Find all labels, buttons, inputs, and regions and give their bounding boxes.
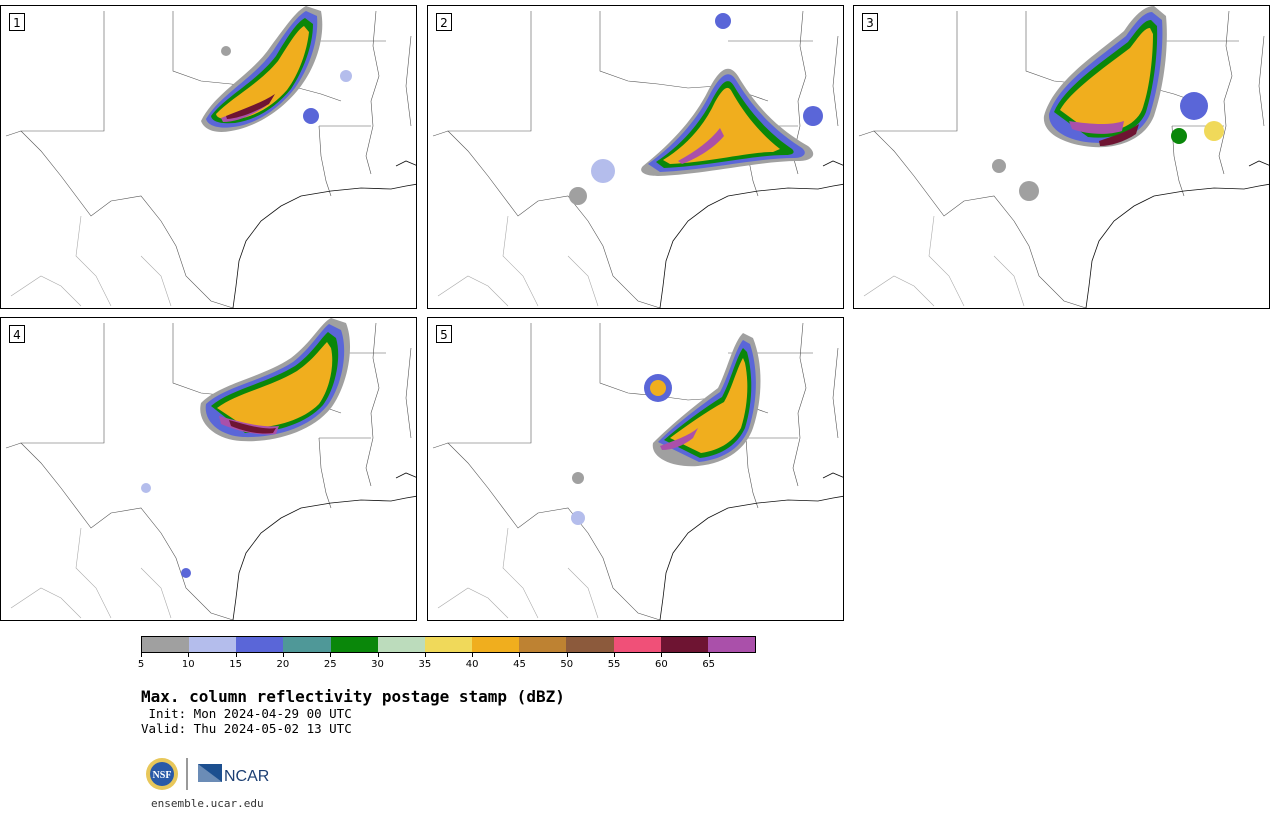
init-time: Init: Mon 2024-04-29 00 UTC: [141, 706, 352, 721]
colorbar-tick-mark: [519, 653, 521, 657]
reflectivity-area: [201, 6, 352, 132]
nsf-logo-text: NSF: [153, 770, 172, 781]
colorbar-swatch: [142, 637, 190, 652]
colorbar-tick-label: 50: [560, 659, 574, 670]
map-panel-3: [858, 6, 1269, 308]
reflectivity-colorbar: [141, 636, 756, 653]
panel-number-1: 1: [9, 13, 25, 31]
colorbar-tick-mark: [472, 653, 474, 657]
colorbar-tick-mark: [330, 653, 332, 657]
colorbar-swatch: [707, 637, 756, 652]
colorbar-tick-mark: [424, 653, 426, 657]
panel-number-3: 3: [862, 13, 878, 31]
colorbar-swatch: [566, 637, 614, 652]
logos: NSF NCAR: [144, 756, 274, 792]
colorbar-tick-mark: [377, 653, 379, 657]
colorbar-tick-label: 55: [607, 659, 621, 670]
colorbar-tick-label: 60: [655, 659, 668, 670]
colorbar-tick-label: 30: [371, 659, 384, 670]
colorbar-tick-mark: [661, 653, 663, 657]
colorbar-tick-label: 20: [276, 659, 290, 670]
colorbar-tick-label: 65: [702, 659, 716, 670]
colorbar-tick-label: 5: [137, 659, 145, 670]
colorbar-swatch: [377, 637, 425, 652]
map-panel-5: [432, 322, 843, 620]
reflectivity-area: [571, 333, 761, 525]
ncar-logo: NCAR: [198, 764, 269, 785]
colorbar-swatch: [472, 637, 520, 652]
map-panel-4: [5, 318, 416, 620]
reflectivity-area: [569, 13, 823, 205]
colorbar-tick-label: 40: [465, 659, 479, 670]
forecast-panel-4: 4: [0, 317, 417, 621]
colorbar-tick-mark: [141, 653, 142, 657]
forecast-panel-2: 2: [427, 5, 844, 309]
website-url: ensemble.ucar.edu: [151, 797, 264, 810]
colorbar-tick-label: 25: [323, 659, 337, 670]
colorbar-swatch: [236, 637, 284, 652]
colorbar-tick-label: 35: [418, 659, 432, 670]
forecast-panel-5: 5: [427, 317, 844, 621]
colorbar-tick-mark: [614, 653, 616, 657]
panel-number-5: 5: [436, 325, 452, 343]
ncar-logo-text: NCAR: [224, 768, 269, 785]
colorbar-swatch: [283, 637, 331, 652]
panel-number-4: 4: [9, 325, 25, 343]
colorbar-swatch: [613, 637, 661, 652]
colorbar-tick-mark: [566, 653, 568, 657]
colorbar-tick-label: 10: [181, 659, 195, 670]
colorbar-tick-mark: [188, 653, 190, 657]
colorbar-swatch: [330, 637, 378, 652]
colorbar-tick-label: 45: [513, 659, 526, 670]
colorbar-tick-labels: 5 10 15 20 25 30 35 40 45 50 55 60 65: [137, 653, 756, 675]
reflectivity-area: [141, 318, 351, 578]
colorbar-swatch: [519, 637, 567, 652]
reflectivity-area: [992, 6, 1224, 201]
colorbar-tick-mark: [708, 653, 710, 657]
colorbar-swatch: [424, 637, 473, 652]
map-panel-2: [432, 10, 843, 308]
forecast-panel-3: 3: [853, 5, 1270, 309]
map-panel-1: [5, 6, 416, 308]
forecast-panel-1: 1: [0, 5, 417, 309]
colorbar-tick-mark: [235, 653, 237, 657]
colorbar-tick-mark: [282, 653, 284, 657]
valid-time: Valid: Thu 2024-05-02 13 UTC: [141, 721, 352, 736]
colorbar-swatch: [189, 637, 237, 652]
nsf-logo: NSF: [146, 758, 178, 790]
chart-title: Max. column reflectivity postage stamp (…: [141, 687, 565, 706]
colorbar-swatch: [660, 637, 708, 652]
colorbar-tick-label: 15: [229, 659, 242, 670]
panel-number-2: 2: [436, 13, 452, 31]
